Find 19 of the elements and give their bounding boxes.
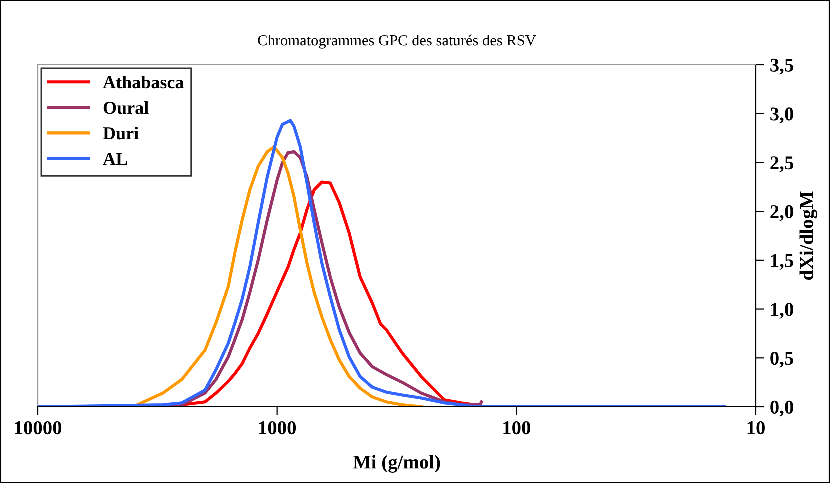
x-tick-label: 100 — [504, 421, 531, 435]
legend-label: Duri — [103, 126, 139, 140]
y-tick-label: 1,0 — [771, 303, 794, 320]
legend-label: Oural — [104, 101, 149, 114]
x-tick-label: 10000 — [15, 421, 62, 435]
x-axis-title: Mi (g/mol) — [353, 455, 440, 473]
y-tick-label: 2,0 — [770, 205, 794, 222]
legend-label: Athabasca — [103, 76, 184, 89]
legend-label: AL — [103, 153, 128, 166]
x-tick-label: 10 — [748, 421, 765, 435]
y-tick-label: 1,5 — [771, 254, 794, 270]
y-axis-title: dXi/dlogM — [800, 192, 818, 280]
y-tick-label: 0,5 — [770, 352, 794, 368]
y-tick-label: 3,5 — [770, 58, 794, 75]
y-tick-label: 2,5 — [770, 156, 794, 172]
chart-title: Chromatogrammes GPC des saturés des RSV — [258, 34, 536, 49]
y-tick-label: 3,0 — [770, 108, 794, 124]
x-tick-label: 1000 — [259, 421, 296, 435]
y-tick-label: 0,0 — [770, 400, 794, 417]
